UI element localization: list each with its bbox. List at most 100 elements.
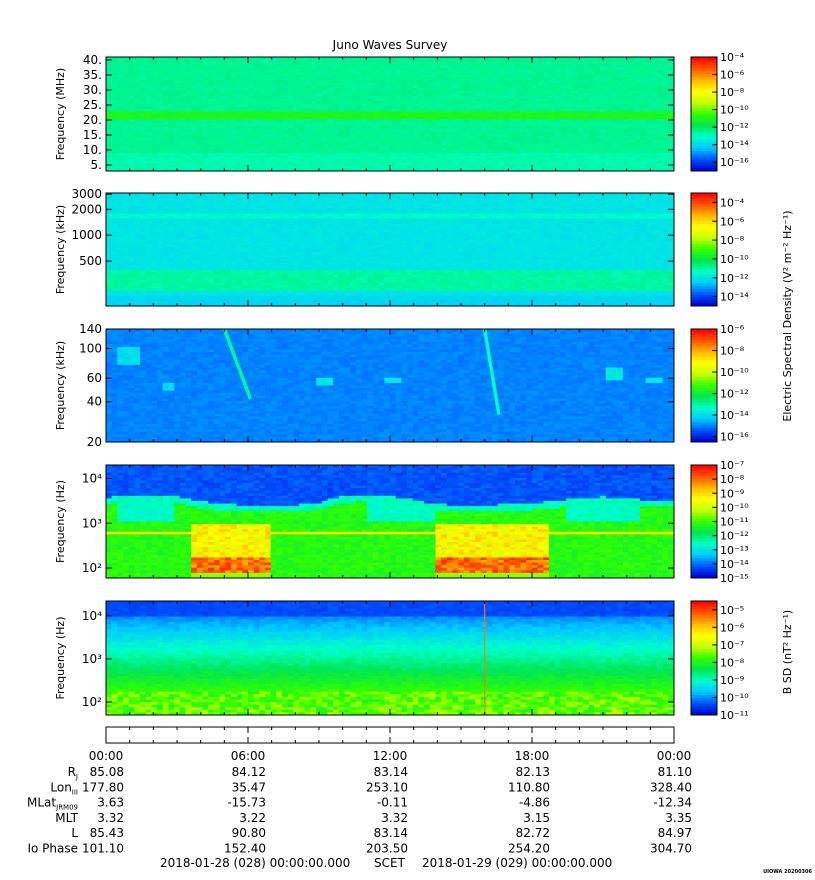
spectrogram-cell: [594, 137, 601, 141]
spectrogram-cell: [253, 137, 260, 141]
spectrogram-cell: [583, 57, 590, 60]
spectrogram-cell: [140, 210, 147, 214]
spectrogram-cell: [140, 62, 147, 66]
spectrogram-cell: [452, 75, 459, 79]
spectrogram-cell: [526, 168, 533, 172]
spectrogram-cell: [605, 121, 612, 125]
spectrogram-cell: [492, 80, 499, 84]
spectrogram-cell: [248, 64, 255, 68]
spectrogram-cell: [458, 67, 465, 71]
spectrogram-cell: [111, 163, 118, 167]
spectrogram-cell: [367, 72, 374, 76]
spectrogram-cell: [429, 64, 436, 68]
spectrogram-cell: [270, 114, 277, 117]
spectrogram-cell: [293, 116, 300, 120]
spectrogram-cell: [390, 168, 397, 172]
spectrogram-cell: [401, 142, 408, 146]
spectrogram-cell: [213, 62, 220, 66]
spectrogram-cell: [412, 59, 419, 63]
spectrogram-cell: [588, 165, 595, 169]
spectrogram-cell: [151, 300, 158, 304]
spectrogram-cell: [560, 90, 567, 94]
spectrogram-cell: [458, 108, 465, 112]
spectrogram-cell: [390, 77, 397, 81]
spectrogram-cell: [162, 200, 169, 204]
spectrogram-cell: [543, 119, 550, 123]
spectrogram-cell: [304, 72, 311, 76]
spectrogram-cell: [361, 158, 368, 162]
spectrogram-cell: [185, 114, 192, 117]
spectrogram-cell: [384, 116, 391, 120]
spectrogram-cell: [594, 77, 601, 81]
spectrogram-cell: [310, 129, 317, 133]
spectrogram-cell: [242, 155, 249, 159]
spectrogram-cell: [378, 75, 385, 79]
spectrogram-cell: [230, 155, 238, 159]
spectrogram-cell: [662, 114, 669, 117]
colorbar-swatch: [691, 162, 717, 166]
spectrogram-cell: [174, 82, 181, 86]
spectrogram-cell: [645, 106, 652, 110]
spectrogram-cell: [151, 234, 158, 238]
spectrogram-cell: [395, 93, 402, 97]
spectrogram-cell: [123, 80, 130, 84]
spectrogram-cell: [287, 129, 294, 133]
spectrogram-cell: [549, 132, 556, 136]
spectrogram-cell: [282, 59, 289, 63]
spectrogram-cell: [276, 137, 283, 141]
spectrogram-cell: [418, 103, 425, 107]
spectrogram-cell: [179, 75, 186, 79]
spectrogram-cell: [588, 88, 595, 92]
spectrogram-cell: [418, 111, 425, 115]
spectrogram-cell: [265, 152, 272, 156]
spectrogram-cell: [492, 111, 499, 115]
spectrogram-cell: [622, 69, 629, 73]
spectrogram-cell: [367, 152, 374, 156]
spectrogram-cell: [509, 101, 516, 105]
spectrogram-cell: [299, 75, 306, 79]
spectrogram-cell: [128, 290, 135, 294]
spectrogram-cell: [532, 139, 539, 143]
spectrogram-cell: [128, 111, 135, 115]
colorbar-swatch: [691, 128, 717, 132]
spectrogram-cell: [418, 142, 425, 146]
spectrogram-cell: [611, 163, 618, 167]
spectrogram-cell: [475, 95, 482, 99]
spectrogram-cell: [134, 145, 141, 149]
spectrogram-cell: [452, 93, 459, 97]
spectrogram-cell: [497, 119, 504, 123]
spectrogram-cell: [168, 69, 175, 73]
spectrogram-cell: [486, 145, 493, 149]
spectrogram-cell: [594, 129, 601, 133]
spectrogram-cell: [424, 145, 431, 149]
spectrogram-cell: [458, 121, 465, 125]
spectrogram-cell: [549, 106, 556, 110]
spectrogram-cell: [577, 59, 584, 63]
spectrogram-cell: [395, 85, 402, 89]
spectrogram-cell: [514, 145, 522, 149]
spectrogram-cell: [208, 101, 215, 105]
spectrogram-cell: [128, 246, 135, 250]
spectrogram-cell: [293, 160, 300, 164]
spectrogram-cell: [480, 75, 487, 79]
spectrogram-cell: [106, 121, 113, 125]
spectrogram-cell: [645, 82, 652, 86]
spectrogram-cell: [145, 203, 152, 207]
spectrogram-cell: [270, 134, 277, 138]
spectrogram-cell: [651, 90, 658, 94]
spectrogram-cell: [429, 57, 436, 60]
spectrogram-cell: [611, 95, 618, 99]
spectrogram-cell: [162, 114, 169, 117]
spectrogram-cell: [441, 69, 448, 73]
spectrogram-cell: [168, 88, 175, 92]
spectrogram-cell: [145, 114, 152, 117]
spectrogram-cell: [219, 158, 226, 162]
spectrogram-cell: [463, 116, 470, 120]
spectrogram-cell: [179, 103, 186, 107]
spectrogram-cell: [111, 59, 118, 63]
spectrogram-cell: [446, 165, 453, 169]
spectrogram-cell: [145, 62, 152, 66]
spectrogram-cell: [259, 160, 266, 164]
spectrogram-cell: [577, 57, 584, 60]
spectrogram-cell: [452, 132, 459, 136]
